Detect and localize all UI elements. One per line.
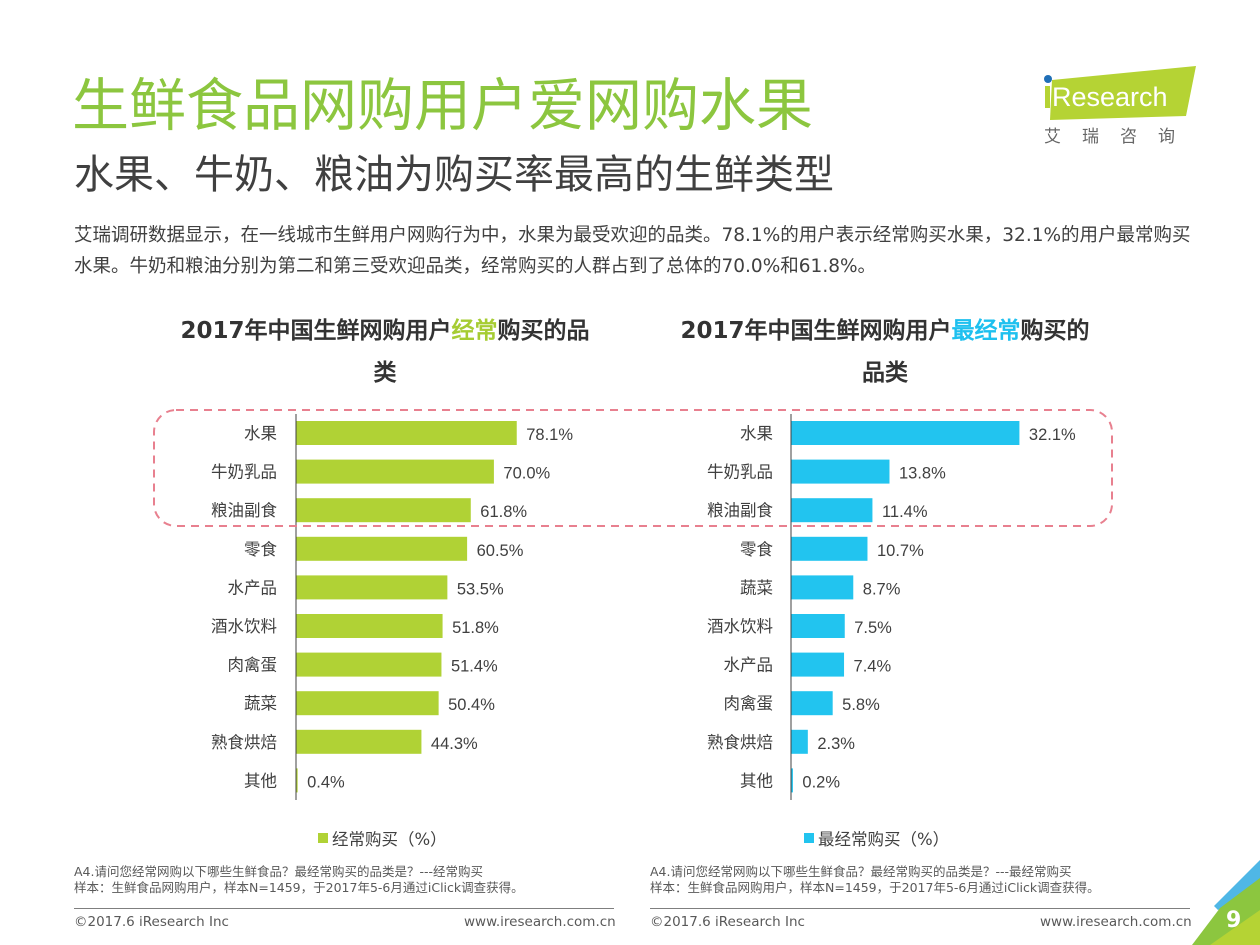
note-question: A4.请问您经常网购以下哪些生鲜食品？最经常购买的品类是？---最经常购买 [650, 864, 1072, 879]
category-label: 水产品 [724, 656, 774, 675]
value-label: 7.5% [854, 619, 892, 637]
bar [791, 536, 868, 561]
bar [791, 691, 833, 716]
value-label: 60.5% [477, 542, 524, 560]
chart-title-highlight: 经常 [451, 318, 498, 344]
note-sample: 样本：生鲜食品网购用户，样本N=1459，于2017年5-6月通过iClick调… [650, 880, 1100, 895]
source-note-left: A4.请问您经常网购以下哪些生鲜食品？最经常购买的品类是？---经常购买 样本：… [74, 864, 524, 896]
value-label: 53.5% [457, 580, 504, 598]
bar [791, 652, 845, 677]
value-label: 13.8% [899, 465, 946, 483]
category-label: 肉禽蛋 [724, 694, 774, 713]
chart-title-part: 2017年中国生鲜网购用户 [180, 318, 452, 344]
category-label: 蔬菜 [740, 578, 773, 597]
chart-title-frequent: 2017年中国生鲜网购用户经常购买的品类 [180, 310, 590, 394]
value-label: 70.0% [503, 465, 550, 483]
logo-dot [1044, 75, 1052, 83]
source-note-right: A4.请问您经常网购以下哪些生鲜食品？最经常购买的品类是？---最经常购买 样本… [650, 864, 1100, 896]
value-label: 61.8% [480, 503, 527, 521]
page-subtitle: 水果、牛奶、粮油为购买率最高的生鲜类型 [74, 152, 834, 198]
value-label: 0.2% [802, 773, 840, 791]
bar [296, 575, 448, 600]
bar [296, 421, 517, 445]
category-label: 酒水饮料 [707, 617, 773, 636]
bar [791, 575, 854, 600]
logo-chinese-name: 艾瑞咨询 [1044, 127, 1196, 147]
category-label: 水产品 [228, 578, 278, 597]
category-label: 酒水饮料 [211, 617, 277, 636]
category-label: 粮油副食 [211, 501, 278, 520]
footer-divider [650, 908, 1190, 909]
legend-swatch [318, 833, 328, 843]
bar [296, 652, 442, 677]
bar [296, 729, 422, 754]
bar [791, 614, 845, 638]
value-label: 11.4% [882, 503, 928, 521]
note-question: A4.请问您经常网购以下哪些生鲜食品？最经常购买的品类是？---经常购买 [74, 864, 484, 879]
value-label: 5.8% [842, 696, 880, 714]
value-label: 7.4% [854, 658, 892, 676]
footer-divider [74, 908, 614, 909]
bar [791, 421, 1020, 445]
legend-label: 最经常购买（%） [818, 830, 950, 849]
iresearch-logo: Research [1044, 66, 1196, 120]
legend-frequent: 经常购买（%） [318, 826, 447, 850]
value-label: 2.3% [817, 735, 855, 753]
category-label: 熟食烘焙 [707, 733, 773, 752]
logo-i-stem [1045, 86, 1050, 108]
value-label: 50.4% [448, 696, 495, 714]
chart-title-part: 2017年中国生鲜网购用户 [680, 318, 952, 344]
category-label: 零食 [244, 540, 278, 559]
value-label: 51.4% [451, 658, 498, 676]
category-label: 其他 [244, 771, 277, 790]
bar [791, 729, 808, 754]
chart-title-part: 购买的品类 [373, 318, 590, 386]
legend-swatch [804, 833, 814, 843]
category-label: 水果 [244, 424, 277, 443]
summary-paragraph: 艾瑞调研数据显示，在一线城市生鲜用户网购行为中，水果为最受欢迎的品类。78.1%… [74, 225, 1191, 277]
bar [791, 768, 793, 793]
category-label: 蔬菜 [244, 694, 277, 713]
legend-most-frequent: 最经常购买（%） [804, 826, 949, 850]
bar [791, 498, 873, 523]
logo-banner [1050, 66, 1196, 120]
bar [296, 498, 471, 523]
category-label: 水果 [740, 424, 773, 443]
chart-title-part: 购买的品类 [862, 318, 1090, 386]
bar [296, 536, 468, 561]
bar [296, 614, 443, 638]
bar [296, 459, 494, 484]
category-label: 零食 [740, 540, 774, 559]
bar [296, 768, 298, 793]
legend-label: 经常购买（%） [332, 830, 447, 849]
logo-wordmark: Research [1052, 82, 1168, 112]
value-label: 10.7% [877, 542, 924, 560]
value-label: 32.1% [1029, 426, 1076, 444]
category-label: 牛奶乳品 [211, 463, 277, 482]
value-label: 0.4% [307, 773, 345, 791]
value-label: 8.7% [863, 580, 901, 598]
highlight-box [153, 409, 1113, 527]
corner-decoration [1192, 860, 1260, 945]
page-number: 9 [1226, 908, 1242, 933]
category-label: 牛奶乳品 [707, 463, 773, 482]
value-label: 78.1% [526, 426, 573, 444]
category-label: 其他 [740, 771, 773, 790]
category-label: 熟食烘焙 [211, 733, 277, 752]
chart-title-highlight: 最经常 [951, 318, 1021, 344]
chart-title-most-frequent: 2017年中国生鲜网购用户最经常购买的品类 [680, 310, 1090, 394]
category-label: 粮油副食 [707, 501, 774, 520]
note-sample: 样本：生鲜食品网购用户，样本N=1459，于2017年5-6月通过iClick调… [74, 880, 524, 895]
website-link[interactable]: www.iresearch.com.cn [1040, 914, 1192, 930]
copyright: ©2017.6 iResearch Inc [74, 914, 229, 930]
website-link[interactable]: www.iresearch.com.cn [464, 914, 616, 930]
value-label: 44.3% [431, 735, 478, 753]
page-title: 生鲜食品网购用户爱网购水果 [72, 73, 813, 139]
category-label: 肉禽蛋 [228, 656, 278, 675]
value-label: 51.8% [452, 619, 499, 637]
bar [296, 691, 439, 716]
copyright: ©2017.6 iResearch Inc [650, 914, 805, 930]
bar [791, 459, 890, 484]
